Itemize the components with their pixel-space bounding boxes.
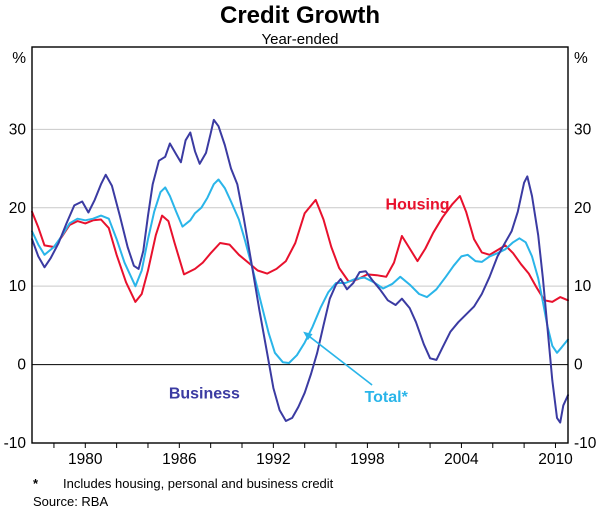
series-label-total: Total* — [365, 389, 409, 406]
footnote-text: Includes housing, personal and business … — [63, 476, 334, 491]
plot-area: 1980 1986 1992 1998 2004 2010 -10 -10 0 0 10 10 20 20… — [0, 46, 600, 475]
y-tick-label-left: 30 — [9, 121, 27, 138]
series-label-housing: Housing — [386, 196, 450, 213]
total-annotation-arrowhead — [303, 331, 313, 341]
footnote-asterisk: * — [33, 476, 39, 491]
chart-subtitle: Year-ended — [261, 31, 339, 48]
unit-label-left: % — [12, 50, 26, 67]
chart-title: Credit Growth — [220, 2, 380, 29]
y-tick-label-right: 30 — [574, 121, 592, 138]
x-tick-label: 2010 — [538, 451, 573, 468]
y-tick-label-left: 0 — [17, 357, 26, 374]
x-tick-label: 1998 — [350, 451, 384, 468]
y-tick-label-right: 20 — [574, 200, 592, 217]
y-tick-label-left: 20 — [9, 200, 27, 217]
y-tick-label-right: -10 — [574, 435, 597, 452]
source-note: Source: RBA — [33, 494, 109, 509]
plot-border — [31, 46, 569, 444]
x-tick-label: 1980 — [68, 451, 103, 468]
footnote: * Includes housing, personal and business… — [33, 476, 583, 491]
x-tick-label: 1986 — [162, 451, 196, 468]
unit-label-right: % — [574, 50, 588, 67]
y-tick-label-left: 10 — [9, 278, 27, 295]
y-tick-label-left: -10 — [4, 435, 27, 452]
housing-line — [31, 195, 569, 303]
x-tick-label: 2004 — [444, 451, 479, 468]
x-tick-label: 1992 — [256, 451, 290, 468]
y-tick-label-right: 0 — [574, 357, 583, 374]
series-label-business: Business — [169, 385, 240, 402]
total-line — [31, 178, 569, 364]
business-line — [31, 118, 569, 424]
y-tick-label-right: 10 — [574, 278, 592, 295]
total-annotation-arrow — [307, 334, 373, 386]
